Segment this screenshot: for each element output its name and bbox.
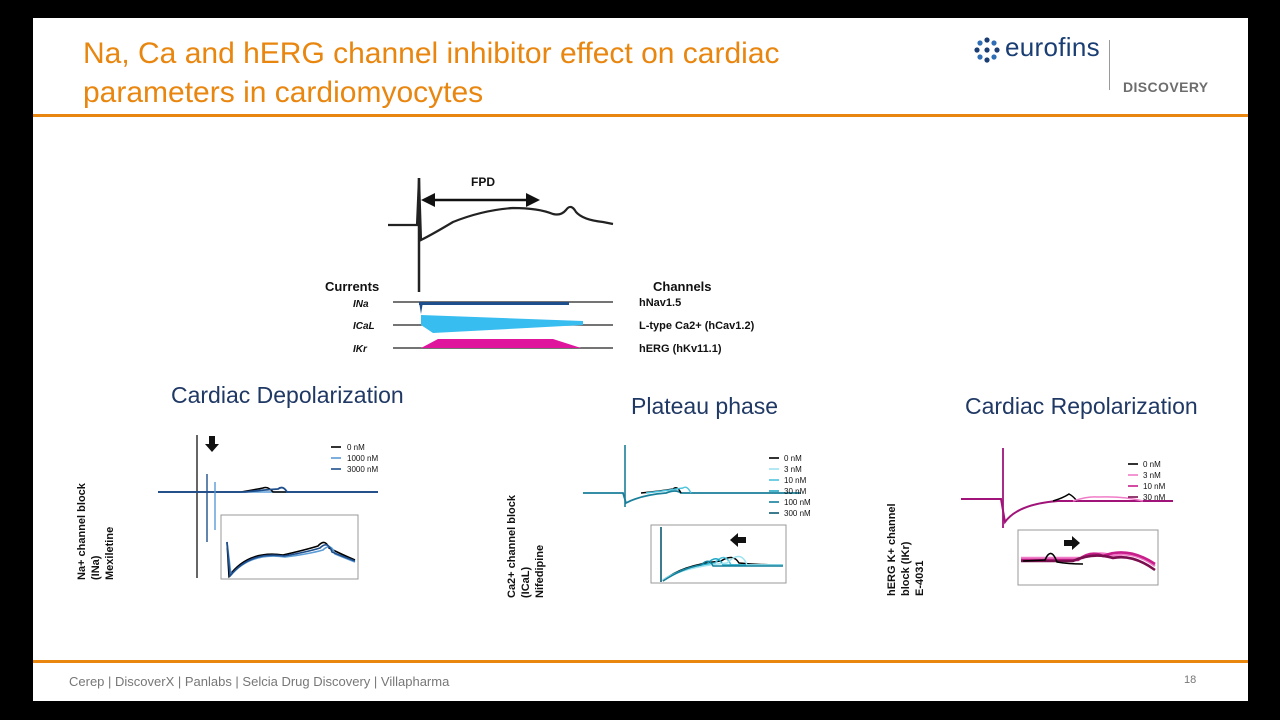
panel-1-legend: 0 nM 1000 nM 3000 nM bbox=[331, 443, 378, 474]
svg-text:3 nM: 3 nM bbox=[1143, 471, 1161, 480]
panel-3-inset-trace-black bbox=[1022, 552, 1084, 565]
panel-ca-block: Ca2+ channel block (ICaL) Nifedipine 0 nM … bbox=[506, 445, 811, 598]
heading-depolarization: Cardiac Depolarization bbox=[171, 382, 404, 408]
panel-3-trace-main bbox=[961, 498, 1173, 525]
herg-channel-label: hERG (hKv11.1) bbox=[639, 343, 722, 355]
eurofins-logo: eurofins DISCOVERY bbox=[973, 32, 1233, 102]
panel-1-inset-trace-dark bbox=[226, 541, 356, 579]
footer-text: Cerep | DiscoverX | Panlabs | Selcia Dru… bbox=[69, 674, 450, 689]
nav-channel-label: hNav1.5 bbox=[639, 297, 681, 309]
panel-1-inset-trace-black bbox=[226, 541, 356, 579]
panel-herg-block: hERG K+ channel block (IKr) E-4031 0 nM 3 … bbox=[886, 448, 1173, 596]
heading-plateau: Plateau phase bbox=[631, 393, 779, 419]
svg-text:300 nM: 300 nM bbox=[784, 509, 811, 518]
panel-2-legend: 0 nM 3 nM 10 nM 30 nM 100 nM 300 nM bbox=[769, 454, 811, 518]
field-potential-trace bbox=[388, 177, 614, 242]
svg-text:0 nM: 0 nM bbox=[347, 443, 365, 452]
svg-text:3 nM: 3 nM bbox=[784, 465, 802, 474]
panel-2-trace-light bbox=[645, 486, 692, 494]
fpd-diagram: FPD Currents Channels INa ICaL IKr hNav1… bbox=[325, 175, 755, 355]
panel-1-arrow-icon bbox=[205, 436, 219, 452]
panel-3-inset-trace-dark bbox=[1021, 554, 1156, 572]
ical-area bbox=[421, 315, 583, 333]
panel-3-trace-black bbox=[1052, 493, 1078, 502]
svg-text:30 nM: 30 nM bbox=[784, 487, 807, 496]
cav-channel-label: L-type Ca2+ (hCav1.2) bbox=[639, 320, 755, 332]
logo-subtitle: DISCOVERY bbox=[1123, 79, 1209, 95]
slide-title: Na, Ca and hERG channel inhibitor effect… bbox=[83, 37, 780, 109]
ina-label: INa bbox=[353, 299, 369, 310]
panel-na-block: Na+ channel block (INa) Mexiletine 0 nM 10… bbox=[76, 435, 378, 580]
eurofins-dots-icon bbox=[974, 37, 1000, 63]
panel-3-trace-pink bbox=[1072, 496, 1144, 502]
svg-text:100 nM: 100 nM bbox=[784, 498, 811, 507]
fpd-arrow-right-head bbox=[526, 193, 540, 207]
logo-divider bbox=[1109, 40, 1110, 90]
svg-text:30 nM: 30 nM bbox=[1143, 493, 1166, 502]
panel-1-trace-blue-dark bbox=[158, 486, 378, 493]
panel-2-inset-trace-4 bbox=[662, 560, 783, 582]
footer-rule bbox=[33, 660, 1248, 663]
svg-text:0 nM: 0 nM bbox=[1143, 460, 1161, 469]
ikr-label: IKr bbox=[353, 344, 368, 355]
channels-header: Channels bbox=[653, 279, 712, 294]
fpd-arrow-left-head bbox=[421, 193, 435, 207]
svg-text:3000 nM: 3000 nM bbox=[347, 465, 378, 474]
panel-3-arrow-icon bbox=[1064, 536, 1080, 550]
fpd-label: FPD bbox=[471, 175, 495, 189]
ical-label: ICaL bbox=[353, 321, 375, 332]
currents-header: Currents bbox=[325, 279, 379, 294]
panel-2-ylabel: Ca2+ channel block (ICaL) Nifedipine bbox=[506, 494, 546, 598]
svg-text:10 nM: 10 nM bbox=[1143, 482, 1166, 491]
page-number: 18 bbox=[1184, 674, 1197, 686]
svg-text:1000 nM: 1000 nM bbox=[347, 454, 378, 463]
ina-bar bbox=[419, 302, 569, 305]
ikr-area bbox=[421, 339, 581, 348]
panel-2-trace-main bbox=[583, 490, 801, 505]
svg-text:0 nM: 0 nM bbox=[784, 454, 802, 463]
ina-spike bbox=[419, 302, 423, 314]
panel-1-ylabel: Na+ channel block (INa) Mexiletine bbox=[76, 482, 116, 580]
slide: Na, Ca and hERG channel inhibitor effect… bbox=[33, 18, 1248, 701]
panel-3-ylabel: hERG K+ channel block (IKr) E-4031 bbox=[886, 503, 926, 596]
svg-text:10 nM: 10 nM bbox=[784, 476, 807, 485]
header-rule bbox=[33, 114, 1248, 117]
logo-wordmark: eurofins bbox=[1005, 32, 1100, 62]
panel-3-legend: 0 nM 3 nM 10 nM 30 nM bbox=[1128, 460, 1166, 502]
panel-1-inset bbox=[220, 514, 359, 580]
panel-2-arrow-icon bbox=[730, 533, 746, 547]
heading-repolarization: Cardiac Repolarization bbox=[965, 393, 1198, 419]
